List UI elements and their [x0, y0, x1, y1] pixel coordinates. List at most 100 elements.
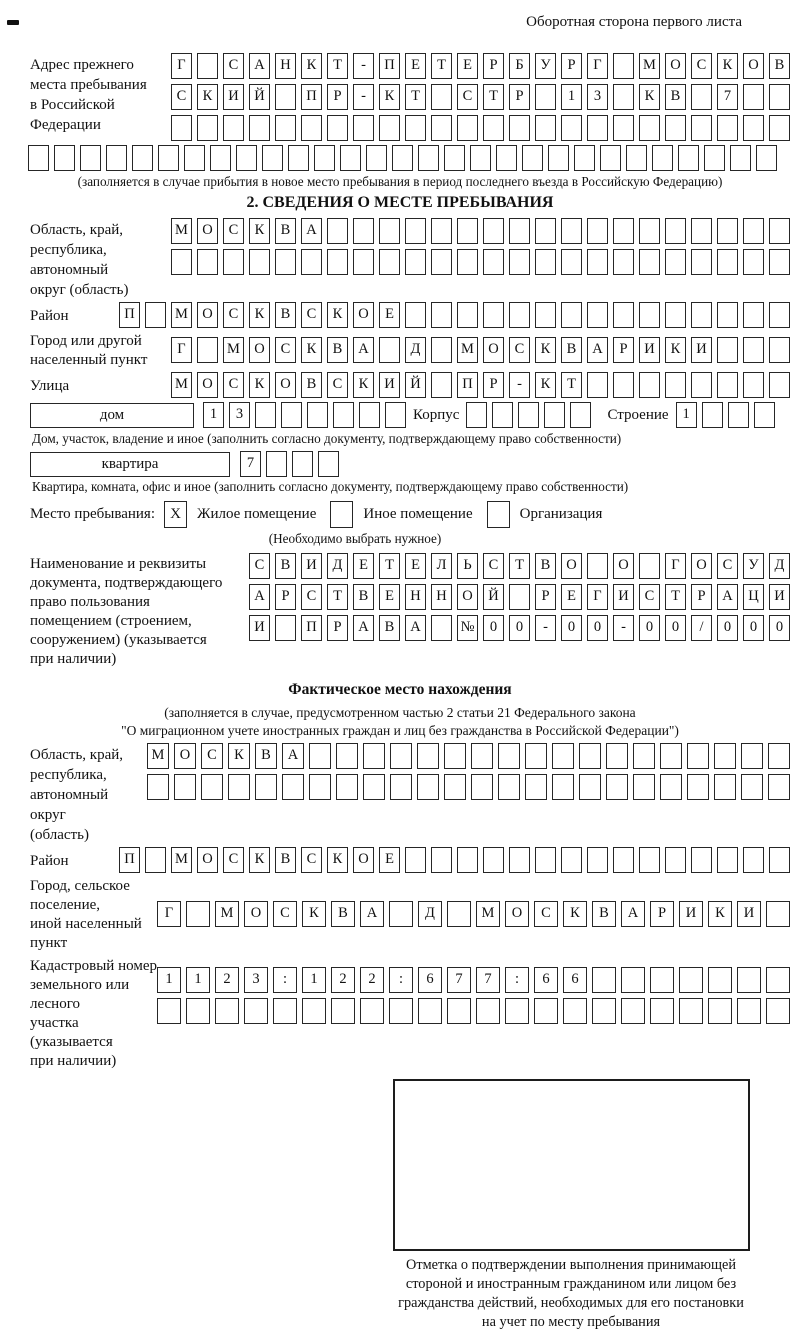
form-char-cell[interactable]: 3 [229, 402, 250, 428]
form-char-cell[interactable] [691, 847, 712, 873]
form-char-cell[interactable] [405, 218, 426, 244]
form-char-cell[interactable]: С [223, 847, 244, 873]
form-char-cell[interactable]: Д [418, 901, 442, 927]
form-char-cell[interactable]: К [301, 53, 322, 79]
form-char-cell[interactable]: 1 [561, 84, 582, 110]
form-char-cell[interactable]: 1 [203, 402, 224, 428]
form-char-cell[interactable] [275, 615, 296, 641]
form-char-cell[interactable] [275, 84, 296, 110]
form-char-cell[interactable]: В [353, 584, 374, 610]
form-char-cell[interactable]: 7 [476, 967, 500, 993]
form-char-cell[interactable]: О [174, 743, 196, 769]
form-char-cell[interactable]: О [561, 553, 582, 579]
form-char-cell[interactable]: Е [561, 584, 582, 610]
form-char-cell[interactable]: И [737, 901, 761, 927]
form-char-cell[interactable]: Р [561, 53, 582, 79]
form-char-cell[interactable] [447, 901, 471, 927]
form-char-cell[interactable]: 6 [418, 967, 442, 993]
form-char-cell[interactable] [665, 372, 686, 398]
form-char-cell[interactable] [525, 743, 547, 769]
form-char-cell[interactable] [389, 998, 413, 1024]
form-char-cell[interactable] [535, 84, 556, 110]
form-char-cell[interactable]: Т [379, 553, 400, 579]
form-char-cell[interactable] [766, 998, 790, 1024]
form-char-cell[interactable] [417, 743, 439, 769]
form-char-cell[interactable]: К [563, 901, 587, 927]
form-char-cell[interactable] [197, 115, 218, 141]
form-char-cell[interactable]: Г [665, 553, 686, 579]
form-char-cell[interactable]: В [561, 337, 582, 363]
form-char-cell[interactable] [336, 774, 358, 800]
form-char-cell[interactable]: М [171, 847, 192, 873]
form-char-cell[interactable]: Е [379, 847, 400, 873]
form-char-cell[interactable]: О [197, 302, 218, 328]
form-char-cell[interactable] [390, 743, 412, 769]
form-char-cell[interactable]: Р [327, 615, 348, 641]
form-char-cell[interactable] [717, 115, 738, 141]
form-char-cell[interactable] [483, 302, 504, 328]
form-char-cell[interactable]: С [273, 901, 297, 927]
form-char-cell[interactable] [457, 847, 478, 873]
form-char-cell[interactable]: - [353, 53, 374, 79]
form-char-cell[interactable] [509, 249, 530, 275]
form-char-cell[interactable] [708, 967, 732, 993]
form-char-cell[interactable] [353, 249, 374, 275]
form-char-cell[interactable]: № [457, 615, 478, 641]
form-char-cell[interactable] [665, 249, 686, 275]
form-char-cell[interactable] [197, 53, 218, 79]
form-char-cell[interactable]: О [665, 53, 686, 79]
form-char-cell[interactable]: М [171, 372, 192, 398]
form-char-cell[interactable]: Р [535, 584, 556, 610]
form-char-cell[interactable]: С [223, 53, 244, 79]
form-char-cell[interactable] [613, 302, 634, 328]
form-char-cell[interactable] [282, 774, 304, 800]
form-char-cell[interactable]: С [301, 847, 322, 873]
form-char-cell[interactable]: В [665, 84, 686, 110]
form-char-cell[interactable] [331, 998, 355, 1024]
form-char-cell[interactable] [309, 743, 331, 769]
form-char-cell[interactable]: И [769, 584, 790, 610]
form-char-cell[interactable] [405, 115, 426, 141]
form-char-cell[interactable]: : [389, 967, 413, 993]
form-char-cell[interactable] [447, 998, 471, 1024]
form-char-cell[interactable] [466, 402, 488, 428]
form-char-cell[interactable] [431, 84, 452, 110]
form-char-cell[interactable] [743, 847, 764, 873]
form-char-cell[interactable] [633, 743, 655, 769]
form-char-cell[interactable] [534, 998, 558, 1024]
form-char-cell[interactable] [171, 249, 192, 275]
form-char-cell[interactable] [431, 218, 452, 244]
form-char-cell[interactable] [606, 743, 628, 769]
form-char-cell[interactable]: П [301, 84, 322, 110]
form-char-cell[interactable] [766, 901, 790, 927]
form-char-cell[interactable]: Р [483, 372, 504, 398]
form-char-cell[interactable]: Р [650, 901, 674, 927]
form-char-cell[interactable] [768, 743, 790, 769]
form-char-cell[interactable]: В [535, 553, 556, 579]
form-char-cell[interactable]: П [301, 615, 322, 641]
form-char-cell[interactable] [579, 743, 601, 769]
form-char-cell[interactable]: С [639, 584, 660, 610]
form-char-cell[interactable]: С [223, 218, 244, 244]
form-char-cell[interactable]: П [119, 302, 140, 328]
form-char-cell[interactable]: Й [249, 84, 270, 110]
form-char-cell[interactable] [717, 218, 738, 244]
form-char-cell[interactable] [743, 372, 764, 398]
form-char-cell[interactable]: М [215, 901, 239, 927]
form-char-cell[interactable]: 0 [665, 615, 686, 641]
form-char-cell[interactable] [262, 145, 283, 171]
form-char-cell[interactable] [379, 249, 400, 275]
form-char-cell[interactable] [587, 218, 608, 244]
form-char-cell[interactable] [509, 218, 530, 244]
form-char-cell[interactable] [717, 847, 738, 873]
form-char-cell[interactable] [535, 847, 556, 873]
form-char-cell[interactable] [743, 218, 764, 244]
form-char-cell[interactable]: С [223, 372, 244, 398]
form-char-cell[interactable]: Г [587, 584, 608, 610]
form-char-cell[interactable] [223, 115, 244, 141]
form-char-cell[interactable] [768, 774, 790, 800]
form-char-cell[interactable]: С [171, 84, 192, 110]
form-char-cell[interactable]: К [228, 743, 250, 769]
form-char-cell[interactable] [660, 774, 682, 800]
form-char-cell[interactable]: 0 [561, 615, 582, 641]
